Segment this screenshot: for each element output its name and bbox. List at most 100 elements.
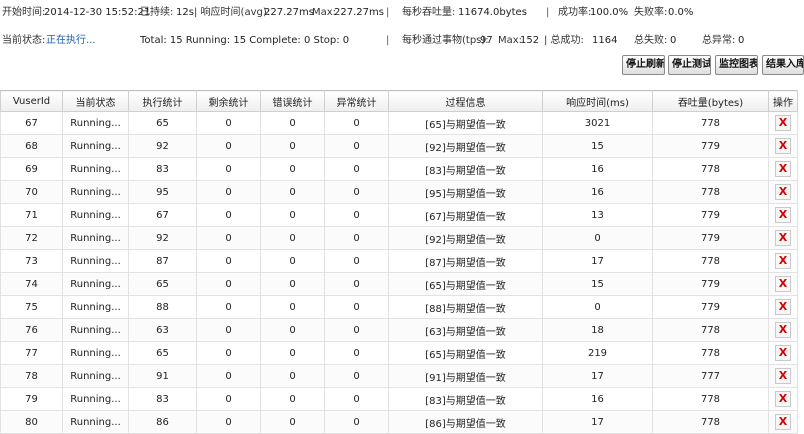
- cell-exceptions: 0: [324, 341, 389, 365]
- cell-status: Running...: [62, 226, 129, 250]
- delete-icon[interactable]: X: [775, 115, 791, 131]
- cell-remaining: 0: [196, 341, 261, 365]
- cell-response-time: 16: [542, 180, 653, 204]
- cell-process-info: [92]与期望值一致: [388, 134, 543, 158]
- col-header-throughput[interactable]: 吞吐量(bytes): [652, 90, 769, 112]
- response-max-value: 227.27ms: [334, 7, 384, 18]
- cell-response-time: 219: [542, 341, 653, 365]
- cell-response-time: 17: [542, 410, 653, 434]
- delete-icon[interactable]: X: [775, 391, 791, 407]
- delete-icon[interactable]: X: [775, 299, 791, 315]
- delete-icon[interactable]: X: [775, 322, 791, 338]
- cell-process-info: [63]与期望值一致: [388, 318, 543, 342]
- delete-icon[interactable]: X: [775, 253, 791, 269]
- cell-status: Running...: [62, 272, 129, 296]
- cell-errors: 0: [260, 387, 325, 411]
- cell-process-info: [91]与期望值一致: [388, 364, 543, 388]
- cell-throughput: 778: [652, 410, 769, 434]
- cell-exec: 65: [128, 272, 197, 296]
- stop-test-button[interactable]: 停止测试: [668, 55, 711, 75]
- cell-vuserid: 79: [0, 387, 63, 411]
- cell-exceptions: 0: [324, 410, 389, 434]
- tps-max-value: 152: [520, 35, 540, 46]
- monitor-chart-button[interactable]: 监控图表: [715, 55, 758, 75]
- cell-status: Running...: [62, 111, 129, 135]
- col-header-vuserid[interactable]: VuserId: [0, 90, 63, 112]
- stop-refresh-button[interactable]: 停止刷新: [622, 55, 665, 75]
- cell-errors: 0: [260, 295, 325, 319]
- cell-exec: 65: [128, 341, 197, 365]
- status-value: 正在执行...: [46, 35, 96, 46]
- col-header-process-info[interactable]: 过程信息: [388, 90, 543, 112]
- col-header-response-time[interactable]: 响应时间(ms): [542, 90, 653, 112]
- cell-vuserid: 71: [0, 203, 63, 227]
- error-total-label: 总异常:: [702, 35, 736, 46]
- delete-icon[interactable]: X: [775, 230, 791, 246]
- cell-vuserid: 69: [0, 157, 63, 181]
- vuser-counts: Total: 15 Running: 15 Complete: 0 Stop: …: [140, 35, 350, 46]
- delete-icon[interactable]: X: [775, 161, 791, 177]
- delete-icon[interactable]: X: [775, 138, 791, 154]
- elapsed-label: 已持续:: [140, 7, 174, 18]
- cell-exceptions: 0: [324, 364, 389, 388]
- cell-actions: X: [768, 341, 798, 365]
- cell-throughput: 779: [652, 295, 769, 319]
- cell-remaining: 0: [196, 157, 261, 181]
- col-header-exec[interactable]: 执行统计: [128, 90, 197, 112]
- table-row: 71 Running... 67 0 0 0 [67]与期望值一致 13 779 X: [0, 203, 798, 227]
- table-row: 74 Running... 65 0 0 0 [65]与期望值一致 15 779 X: [0, 272, 798, 296]
- cell-exceptions: 0: [324, 226, 389, 250]
- cell-response-time: 0: [542, 295, 653, 319]
- cell-process-info: [87]与期望值一致: [388, 249, 543, 273]
- cell-process-info: [65]与期望值一致: [388, 272, 543, 296]
- cell-vuserid: 74: [0, 272, 63, 296]
- cell-process-info: [95]与期望值一致: [388, 180, 543, 204]
- cell-response-time: 16: [542, 157, 653, 181]
- cell-response-time: 15: [542, 272, 653, 296]
- table-row: 79 Running... 83 0 0 0 [83]与期望值一致 16 778 X: [0, 387, 798, 411]
- cell-exec: 92: [128, 226, 197, 250]
- cell-throughput: 779: [652, 272, 769, 296]
- table-row: 76 Running... 63 0 0 0 [63]与期望值一致 18 778 X: [0, 318, 798, 342]
- start-time-value: 2014-12-30 15:52:21: [44, 7, 151, 18]
- cell-exec: 83: [128, 157, 197, 181]
- cell-actions: X: [768, 180, 798, 204]
- cell-exceptions: 0: [324, 203, 389, 227]
- cell-exceptions: 0: [324, 387, 389, 411]
- col-header-exceptions[interactable]: 异常统计: [324, 90, 389, 112]
- cell-vuserid: 76: [0, 318, 63, 342]
- cell-throughput: 778: [652, 157, 769, 181]
- cell-throughput: 779: [652, 134, 769, 158]
- delete-icon[interactable]: X: [775, 276, 791, 292]
- delete-icon[interactable]: X: [775, 414, 791, 430]
- cell-throughput: 778: [652, 180, 769, 204]
- success-rate-label: 成功率:: [558, 7, 592, 18]
- cell-actions: X: [768, 272, 798, 296]
- cell-errors: 0: [260, 226, 325, 250]
- cell-remaining: 0: [196, 203, 261, 227]
- col-header-remaining[interactable]: 剩余统计: [196, 90, 261, 112]
- save-results-button[interactable]: 结果入库: [762, 55, 804, 75]
- table-row: 78 Running... 91 0 0 0 [91]与期望值一致 17 777 X: [0, 364, 798, 388]
- delete-icon[interactable]: X: [775, 345, 791, 361]
- delete-icon[interactable]: X: [775, 184, 791, 200]
- cell-remaining: 0: [196, 318, 261, 342]
- cell-remaining: 0: [196, 387, 261, 411]
- cell-remaining: 0: [196, 226, 261, 250]
- col-header-status[interactable]: 当前状态: [62, 90, 129, 112]
- delete-icon[interactable]: X: [775, 368, 791, 384]
- response-avg-value: 227.27ms: [264, 7, 314, 18]
- error-total-value: 0: [738, 35, 745, 46]
- cell-process-info: [67]与期望值一致: [388, 203, 543, 227]
- cell-status: Running...: [62, 295, 129, 319]
- cell-throughput: 779: [652, 203, 769, 227]
- cell-throughput: 777: [652, 364, 769, 388]
- col-header-errors[interactable]: 错误统计: [260, 90, 325, 112]
- table-row: 80 Running... 86 0 0 0 [86]与期望值一致 17 778 X: [0, 410, 798, 434]
- response-max-label: Max:: [312, 7, 337, 18]
- table-row: 72 Running... 92 0 0 0 [92]与期望值一致 0 779 X: [0, 226, 798, 250]
- cell-exec: 67: [128, 203, 197, 227]
- cell-exec: 63: [128, 318, 197, 342]
- cell-remaining: 0: [196, 180, 261, 204]
- delete-icon[interactable]: X: [775, 207, 791, 223]
